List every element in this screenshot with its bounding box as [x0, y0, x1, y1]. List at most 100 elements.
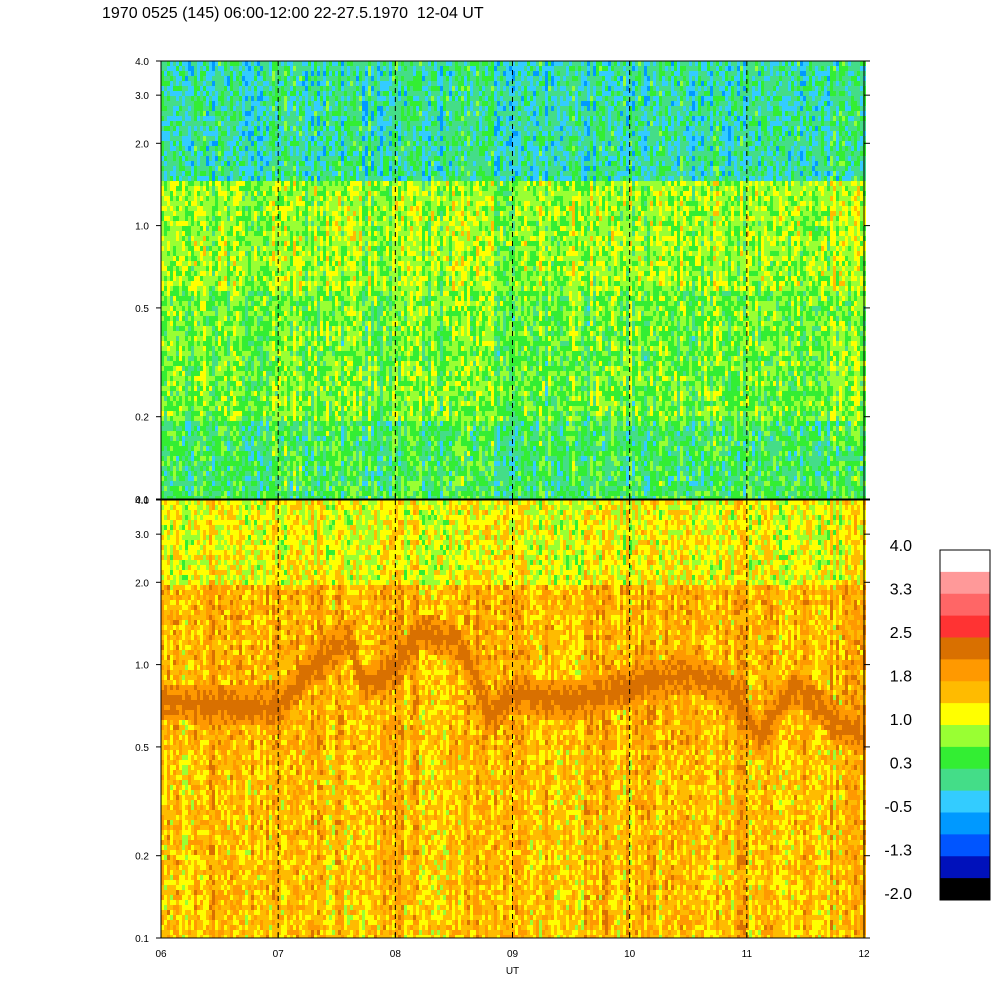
heatmap-cell	[260, 256, 263, 261]
heatmap-cell	[170, 91, 173, 96]
heatmap-cell	[197, 221, 200, 226]
heatmap-cell	[239, 306, 242, 311]
heatmap-cell	[218, 96, 221, 101]
heatmap-cell	[290, 151, 293, 156]
heatmap-cell	[221, 491, 224, 496]
heatmap-cell	[179, 361, 182, 366]
heatmap-cell	[182, 271, 185, 276]
heatmap-cell	[209, 346, 212, 351]
heatmap-cell	[206, 476, 209, 481]
heatmap-cell	[191, 176, 194, 181]
heatmap-cell	[221, 86, 224, 91]
heatmap-cell	[248, 336, 251, 341]
heatmap-cell	[173, 211, 176, 216]
heatmap-cell	[275, 356, 278, 361]
heatmap-cell	[224, 236, 227, 241]
heatmap-cell	[227, 76, 230, 81]
heatmap-cell	[248, 106, 251, 111]
heatmap-cell	[257, 406, 260, 411]
heatmap-cell	[242, 371, 245, 376]
heatmap-cell	[188, 81, 191, 86]
heatmap-cell	[227, 331, 230, 336]
heatmap-cell	[263, 261, 266, 266]
heatmap-cell	[188, 166, 191, 171]
heatmap-cell	[212, 346, 215, 351]
heatmap-cell	[242, 296, 245, 301]
heatmap-cell	[233, 281, 236, 286]
heatmap-cell	[197, 216, 200, 221]
heatmap-cell	[170, 396, 173, 401]
heatmap-cell	[263, 221, 266, 226]
heatmap-cell	[182, 446, 185, 451]
heatmap-cell	[290, 226, 293, 231]
heatmap-cell	[194, 266, 197, 271]
heatmap-cell	[254, 261, 257, 266]
heatmap-cell	[266, 121, 269, 126]
heatmap-cell	[233, 396, 236, 401]
heatmap-cell	[218, 226, 221, 231]
heatmap-cell	[176, 91, 179, 96]
heatmap-cell	[254, 146, 257, 151]
heatmap-cell	[230, 386, 233, 391]
heatmap-cell	[200, 151, 203, 156]
heatmap-cell	[266, 91, 269, 96]
heatmap-cell	[284, 236, 287, 241]
heatmap-cell	[200, 176, 203, 181]
heatmap-cell	[200, 281, 203, 286]
heatmap-cell	[224, 251, 227, 256]
heatmap-cell	[191, 96, 194, 101]
heatmap-cell	[257, 466, 260, 471]
heatmap-cell	[281, 431, 284, 436]
heatmap-cell	[281, 121, 284, 126]
heatmap-cell	[245, 296, 248, 301]
heatmap-cell	[179, 486, 182, 491]
heatmap-cell	[188, 116, 191, 121]
heatmap-cell	[170, 471, 173, 476]
heatmap-cell	[254, 306, 257, 311]
heatmap-cell	[248, 371, 251, 376]
heatmap-cell	[263, 76, 266, 81]
heatmap-cell	[260, 421, 263, 426]
heatmap-cell	[248, 481, 251, 486]
heatmap-cell	[179, 316, 182, 321]
heatmap-cell	[239, 126, 242, 131]
heatmap-cell	[245, 211, 248, 216]
heatmap-cell	[209, 236, 212, 241]
heatmap-cell	[245, 301, 248, 306]
heatmap-cell	[227, 281, 230, 286]
heatmap-cell	[254, 331, 257, 336]
heatmap-cell	[191, 211, 194, 216]
heatmap-cell	[170, 381, 173, 386]
heatmap-cell	[233, 261, 236, 266]
heatmap-cell	[269, 326, 272, 331]
heatmap-cell	[218, 346, 221, 351]
heatmap-cell	[215, 136, 218, 141]
heatmap-cell	[167, 381, 170, 386]
heatmap-cell	[287, 71, 290, 76]
heatmap-cell	[197, 116, 200, 121]
heatmap-cell	[194, 406, 197, 411]
heatmap-cell	[290, 231, 293, 236]
heatmap-cell	[173, 291, 176, 296]
heatmap-cell	[167, 351, 170, 356]
heatmap-cell	[170, 231, 173, 236]
heatmap-cell	[215, 201, 218, 206]
heatmap-cell	[224, 221, 227, 226]
heatmap-cell	[197, 416, 200, 421]
heatmap-cell	[287, 221, 290, 226]
heatmap-cell	[272, 366, 275, 371]
heatmap-cell	[242, 271, 245, 276]
heatmap-cell	[218, 91, 221, 96]
heatmap-cell	[167, 421, 170, 426]
heatmap-cell	[251, 131, 254, 136]
heatmap-cell	[290, 266, 293, 271]
heatmap-cell	[263, 371, 266, 376]
heatmap-cell	[170, 301, 173, 306]
heatmap-cell	[263, 171, 266, 176]
heatmap-cell	[236, 486, 239, 491]
heatmap-cell	[203, 61, 206, 66]
heatmap-cell	[245, 346, 248, 351]
heatmap-cell	[272, 491, 275, 496]
heatmap-cell	[212, 426, 215, 431]
heatmap-cell	[188, 311, 191, 316]
